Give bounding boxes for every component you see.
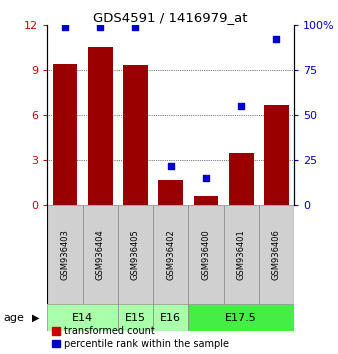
Bar — [123, 65, 148, 205]
Bar — [158, 180, 183, 205]
Bar — [188, 304, 294, 331]
Text: E16: E16 — [160, 313, 181, 323]
Legend: transformed count, percentile rank within the sample: transformed count, percentile rank withi… — [52, 326, 229, 349]
Point — [97, 24, 103, 29]
Bar — [88, 47, 113, 205]
Bar — [229, 153, 254, 205]
Text: GSM936404: GSM936404 — [96, 229, 105, 280]
Title: GDS4591 / 1416979_at: GDS4591 / 1416979_at — [93, 11, 248, 24]
Text: age: age — [3, 313, 24, 323]
Text: GSM936400: GSM936400 — [201, 229, 211, 280]
Text: GSM936403: GSM936403 — [61, 229, 69, 280]
Text: ▶: ▶ — [32, 313, 40, 323]
Bar — [194, 196, 218, 205]
Bar — [47, 205, 82, 304]
Point — [274, 36, 279, 42]
Point — [239, 103, 244, 109]
Text: E14: E14 — [72, 313, 93, 323]
Text: E17.5: E17.5 — [225, 313, 257, 323]
Bar — [264, 104, 289, 205]
Bar — [153, 205, 188, 304]
Bar — [188, 205, 223, 304]
Point — [203, 176, 209, 181]
Text: GSM936402: GSM936402 — [166, 229, 175, 280]
Point — [62, 24, 68, 29]
Text: GSM936405: GSM936405 — [131, 229, 140, 280]
Point — [168, 163, 173, 169]
Bar — [118, 205, 153, 304]
Bar — [82, 205, 118, 304]
Bar — [223, 205, 259, 304]
Text: E15: E15 — [125, 313, 146, 323]
Bar — [118, 304, 153, 331]
Bar — [53, 64, 77, 205]
Text: GSM936401: GSM936401 — [237, 229, 246, 280]
Bar — [153, 304, 188, 331]
Bar — [259, 205, 294, 304]
Text: GSM936406: GSM936406 — [272, 229, 281, 280]
Point — [133, 24, 138, 29]
Bar — [47, 304, 118, 331]
